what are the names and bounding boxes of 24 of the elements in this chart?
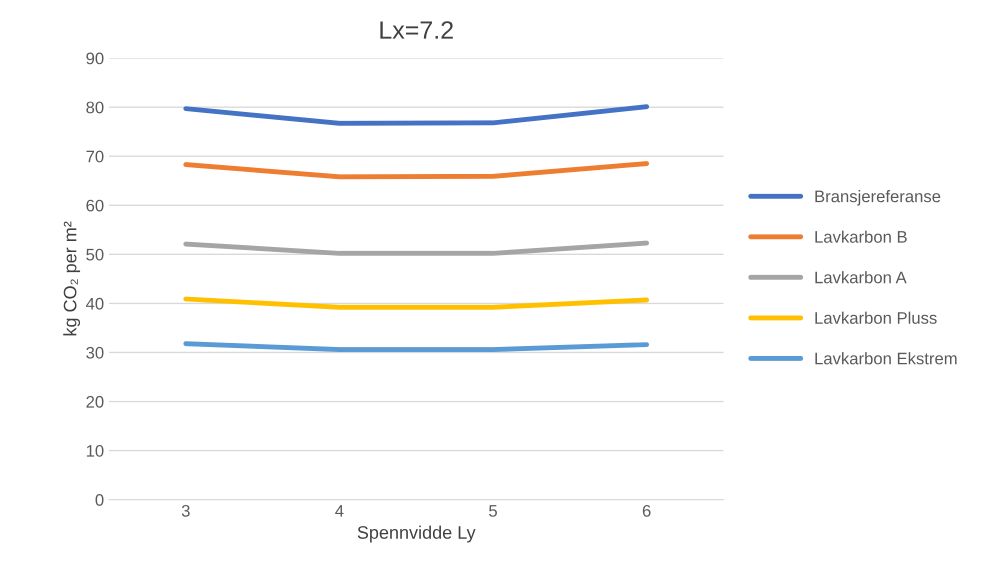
y-tick-label: 70 bbox=[86, 150, 104, 162]
line-series bbox=[183, 104, 650, 126]
chart-title: Lx=7.2 bbox=[380, 21, 453, 39]
y-tick-label: 20 bbox=[86, 396, 104, 408]
x-axis-title: Spennvidde Ly bbox=[358, 526, 476, 542]
x-tick-label: 5 bbox=[489, 505, 497, 517]
x-tick-label: 6 bbox=[642, 504, 651, 517]
legend-label: Bransjereferanse bbox=[815, 190, 940, 206]
y-axis-title: kg CO₂ per m² bbox=[63, 222, 80, 336]
legend-label: Lavkarbon B bbox=[815, 230, 907, 243]
line-series bbox=[183, 161, 650, 180]
y-tick-label: 90 bbox=[86, 52, 104, 64]
y-tick-label: 80 bbox=[86, 102, 104, 114]
x-tick-label: 4 bbox=[335, 505, 344, 517]
y-tick-label: 10 bbox=[86, 445, 104, 457]
y-tick-label: 50 bbox=[86, 248, 104, 261]
y-tick-label: 30 bbox=[86, 346, 104, 359]
legend-label: Lavkarbon A bbox=[815, 271, 907, 284]
y-tick-label: 40 bbox=[86, 298, 104, 310]
y-tick-label: 0 bbox=[96, 494, 104, 506]
x-tick-label: 3 bbox=[182, 504, 190, 517]
legend-label: Lavkarbon Pluss bbox=[815, 312, 937, 324]
y-tick-label: 60 bbox=[86, 200, 104, 212]
legend-label: Lavkarbon Ekstrem bbox=[815, 352, 957, 364]
